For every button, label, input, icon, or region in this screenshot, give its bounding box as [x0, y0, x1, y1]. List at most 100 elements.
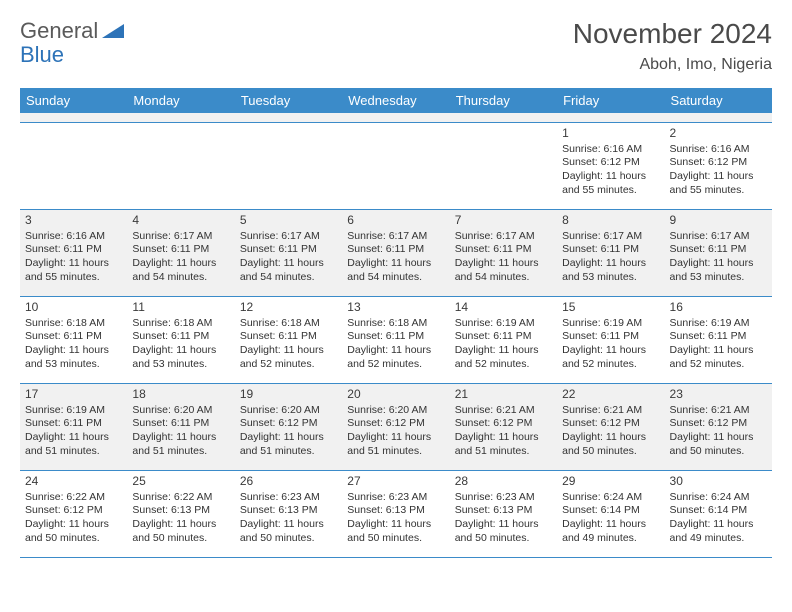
day-number: 23 — [670, 387, 767, 403]
logo-text-general: General — [20, 18, 98, 44]
daylight-text: Daylight: 11 hours and 54 minutes. — [455, 257, 552, 284]
day-cell: 4Sunrise: 6:17 AMSunset: 6:11 PMDaylight… — [127, 210, 234, 296]
sunrise-text: Sunrise: 6:17 AM — [670, 230, 767, 244]
sunrise-text: Sunrise: 6:18 AM — [347, 317, 444, 331]
day-number: 25 — [132, 474, 229, 490]
sunset-text: Sunset: 6:12 PM — [670, 156, 767, 170]
day-number: 14 — [455, 300, 552, 316]
day-cell: 16Sunrise: 6:19 AMSunset: 6:11 PMDayligh… — [665, 297, 772, 383]
day-cell: 7Sunrise: 6:17 AMSunset: 6:11 PMDaylight… — [450, 210, 557, 296]
sunrise-text: Sunrise: 6:24 AM — [670, 491, 767, 505]
daylight-text: Daylight: 11 hours and 49 minutes. — [562, 518, 659, 545]
day-header-sat: Saturday — [665, 88, 772, 113]
day-cell: 11Sunrise: 6:18 AMSunset: 6:11 PMDayligh… — [127, 297, 234, 383]
daylight-text: Daylight: 11 hours and 52 minutes. — [455, 344, 552, 371]
sunrise-text: Sunrise: 6:19 AM — [562, 317, 659, 331]
day-cell: 6Sunrise: 6:17 AMSunset: 6:11 PMDaylight… — [342, 210, 449, 296]
sunset-text: Sunset: 6:11 PM — [347, 330, 444, 344]
day-number: 26 — [240, 474, 337, 490]
daylight-text: Daylight: 11 hours and 53 minutes. — [132, 344, 229, 371]
day-number: 11 — [132, 300, 229, 316]
sunrise-text: Sunrise: 6:18 AM — [132, 317, 229, 331]
sunset-text: Sunset: 6:14 PM — [670, 504, 767, 518]
day-number: 27 — [347, 474, 444, 490]
weeks-container: 1Sunrise: 6:16 AMSunset: 6:12 PMDaylight… — [20, 123, 772, 558]
sunrise-text: Sunrise: 6:20 AM — [347, 404, 444, 418]
day-number: 17 — [25, 387, 122, 403]
sunrise-text: Sunrise: 6:17 AM — [240, 230, 337, 244]
sunrise-text: Sunrise: 6:17 AM — [455, 230, 552, 244]
sunrise-text: Sunrise: 6:18 AM — [25, 317, 122, 331]
day-cell: 17Sunrise: 6:19 AMSunset: 6:11 PMDayligh… — [20, 384, 127, 470]
sunset-text: Sunset: 6:11 PM — [670, 330, 767, 344]
sunset-text: Sunset: 6:12 PM — [25, 504, 122, 518]
day-header-tue: Tuesday — [235, 88, 342, 113]
sunset-text: Sunset: 6:12 PM — [670, 417, 767, 431]
day-number: 22 — [562, 387, 659, 403]
sunset-text: Sunset: 6:11 PM — [562, 243, 659, 257]
week-row: 3Sunrise: 6:16 AMSunset: 6:11 PMDaylight… — [20, 210, 772, 297]
logo: General — [20, 18, 126, 44]
week-row: 10Sunrise: 6:18 AMSunset: 6:11 PMDayligh… — [20, 297, 772, 384]
day-cell: 10Sunrise: 6:18 AMSunset: 6:11 PMDayligh… — [20, 297, 127, 383]
spacer-row — [20, 113, 772, 123]
logo-text-blue: Blue — [20, 42, 64, 68]
day-cell: 27Sunrise: 6:23 AMSunset: 6:13 PMDayligh… — [342, 471, 449, 557]
day-cell: 5Sunrise: 6:17 AMSunset: 6:11 PMDaylight… — [235, 210, 342, 296]
day-cell: 18Sunrise: 6:20 AMSunset: 6:11 PMDayligh… — [127, 384, 234, 470]
day-number: 20 — [347, 387, 444, 403]
sunrise-text: Sunrise: 6:19 AM — [455, 317, 552, 331]
location: Aboh, Imo, Nigeria — [573, 56, 772, 74]
day-header-wed: Wednesday — [342, 88, 449, 113]
day-number: 10 — [25, 300, 122, 316]
daylight-text: Daylight: 11 hours and 52 minutes. — [670, 344, 767, 371]
day-header-mon: Monday — [127, 88, 234, 113]
sunset-text: Sunset: 6:14 PM — [562, 504, 659, 518]
day-number: 13 — [347, 300, 444, 316]
sunrise-text: Sunrise: 6:20 AM — [132, 404, 229, 418]
sunset-text: Sunset: 6:11 PM — [25, 243, 122, 257]
sunset-text: Sunset: 6:11 PM — [25, 417, 122, 431]
day-cell: 20Sunrise: 6:20 AMSunset: 6:12 PMDayligh… — [342, 384, 449, 470]
sunrise-text: Sunrise: 6:19 AM — [25, 404, 122, 418]
day-number: 12 — [240, 300, 337, 316]
day-number: 5 — [240, 213, 337, 229]
sunset-text: Sunset: 6:13 PM — [455, 504, 552, 518]
daylight-text: Daylight: 11 hours and 54 minutes. — [347, 257, 444, 284]
day-number: 21 — [455, 387, 552, 403]
day-cell: 12Sunrise: 6:18 AMSunset: 6:11 PMDayligh… — [235, 297, 342, 383]
sunset-text: Sunset: 6:11 PM — [240, 330, 337, 344]
daylight-text: Daylight: 11 hours and 50 minutes. — [670, 431, 767, 458]
daylight-text: Daylight: 11 hours and 51 minutes. — [240, 431, 337, 458]
daylight-text: Daylight: 11 hours and 54 minutes. — [132, 257, 229, 284]
day-cell: 1Sunrise: 6:16 AMSunset: 6:12 PMDaylight… — [557, 123, 664, 209]
day-header-row: Sunday Monday Tuesday Wednesday Thursday… — [20, 88, 772, 113]
daylight-text: Daylight: 11 hours and 50 minutes. — [25, 518, 122, 545]
sunset-text: Sunset: 6:11 PM — [455, 330, 552, 344]
daylight-text: Daylight: 11 hours and 50 minutes. — [347, 518, 444, 545]
sunrise-text: Sunrise: 6:21 AM — [562, 404, 659, 418]
day-cell: 13Sunrise: 6:18 AMSunset: 6:11 PMDayligh… — [342, 297, 449, 383]
day-number: 4 — [132, 213, 229, 229]
sunset-text: Sunset: 6:11 PM — [347, 243, 444, 257]
sunrise-text: Sunrise: 6:22 AM — [132, 491, 229, 505]
daylight-text: Daylight: 11 hours and 51 minutes. — [132, 431, 229, 458]
day-cell: 24Sunrise: 6:22 AMSunset: 6:12 PMDayligh… — [20, 471, 127, 557]
daylight-text: Daylight: 11 hours and 51 minutes. — [455, 431, 552, 458]
sunrise-text: Sunrise: 6:18 AM — [240, 317, 337, 331]
daylight-text: Daylight: 11 hours and 50 minutes. — [240, 518, 337, 545]
sunset-text: Sunset: 6:12 PM — [347, 417, 444, 431]
sunrise-text: Sunrise: 6:19 AM — [670, 317, 767, 331]
daylight-text: Daylight: 11 hours and 50 minutes. — [562, 431, 659, 458]
day-cell — [450, 123, 557, 209]
day-cell: 19Sunrise: 6:20 AMSunset: 6:12 PMDayligh… — [235, 384, 342, 470]
day-cell — [127, 123, 234, 209]
sunrise-text: Sunrise: 6:22 AM — [25, 491, 122, 505]
day-header-sun: Sunday — [20, 88, 127, 113]
week-row: 1Sunrise: 6:16 AMSunset: 6:12 PMDaylight… — [20, 123, 772, 210]
sunrise-text: Sunrise: 6:23 AM — [240, 491, 337, 505]
day-number: 2 — [670, 126, 767, 142]
day-cell — [235, 123, 342, 209]
day-cell: 14Sunrise: 6:19 AMSunset: 6:11 PMDayligh… — [450, 297, 557, 383]
day-number: 1 — [562, 126, 659, 142]
